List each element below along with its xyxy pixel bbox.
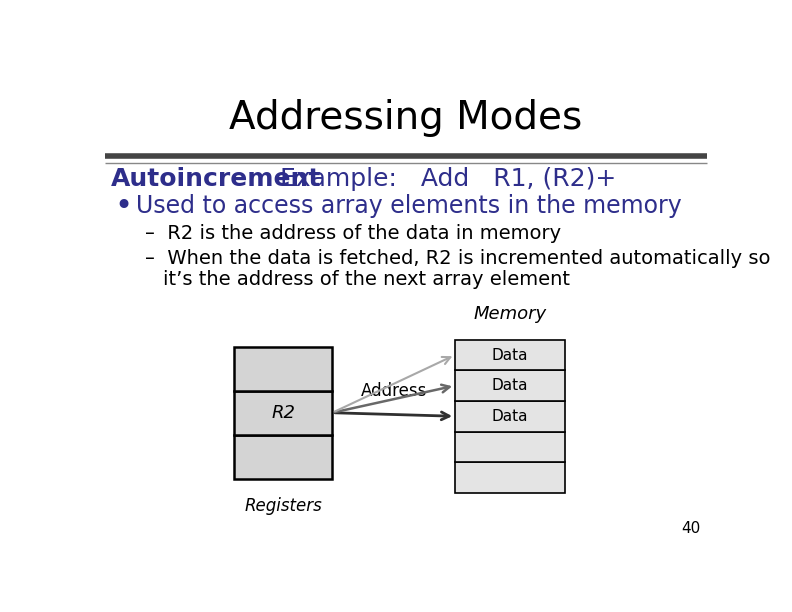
Text: •: •	[114, 192, 132, 221]
Text: Used to access array elements in the memory: Used to access array elements in the mem…	[136, 195, 682, 218]
Text: Data: Data	[492, 378, 528, 393]
Bar	[455, 401, 565, 431]
Text: R2: R2	[271, 404, 295, 422]
Bar	[234, 347, 333, 390]
Text: Addressing Modes: Addressing Modes	[229, 99, 583, 137]
Bar	[455, 370, 565, 401]
Text: Autoincrement: Autoincrement	[111, 168, 322, 192]
Bar	[455, 462, 565, 493]
Text: Example:   Add   R1, (R2)+: Example: Add R1, (R2)+	[280, 168, 616, 192]
Text: –  R2 is the address of the data in memory: – R2 is the address of the data in memor…	[145, 224, 562, 243]
Text: Address: Address	[360, 382, 427, 400]
Bar	[455, 340, 565, 370]
Text: Data: Data	[492, 348, 528, 362]
Text: 40: 40	[681, 521, 701, 536]
Text: Registers: Registers	[244, 496, 322, 515]
Bar	[234, 435, 333, 479]
Text: Data: Data	[492, 409, 528, 424]
Bar	[234, 390, 333, 435]
Text: it’s the address of the next array element: it’s the address of the next array eleme…	[163, 271, 570, 289]
Text: Memory: Memory	[474, 305, 546, 323]
Bar	[455, 431, 565, 462]
Text: –  When the data is fetched, R2 is incremented automatically so: – When the data is fetched, R2 is increm…	[145, 248, 771, 267]
